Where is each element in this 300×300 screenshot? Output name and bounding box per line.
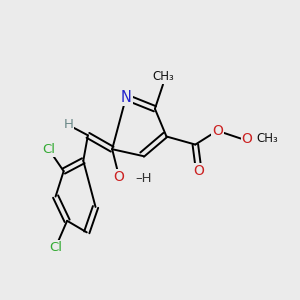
Text: N: N (121, 90, 131, 105)
Text: O: O (194, 164, 204, 178)
Text: O: O (242, 132, 252, 146)
Text: CH₃: CH₃ (256, 132, 278, 145)
Text: –H: –H (136, 172, 152, 184)
Text: Cl: Cl (42, 143, 55, 156)
Text: H: H (63, 118, 73, 131)
Text: O: O (114, 170, 124, 184)
Text: O: O (212, 124, 223, 138)
Text: CH₃: CH₃ (152, 70, 174, 83)
Text: Cl: Cl (49, 241, 62, 254)
